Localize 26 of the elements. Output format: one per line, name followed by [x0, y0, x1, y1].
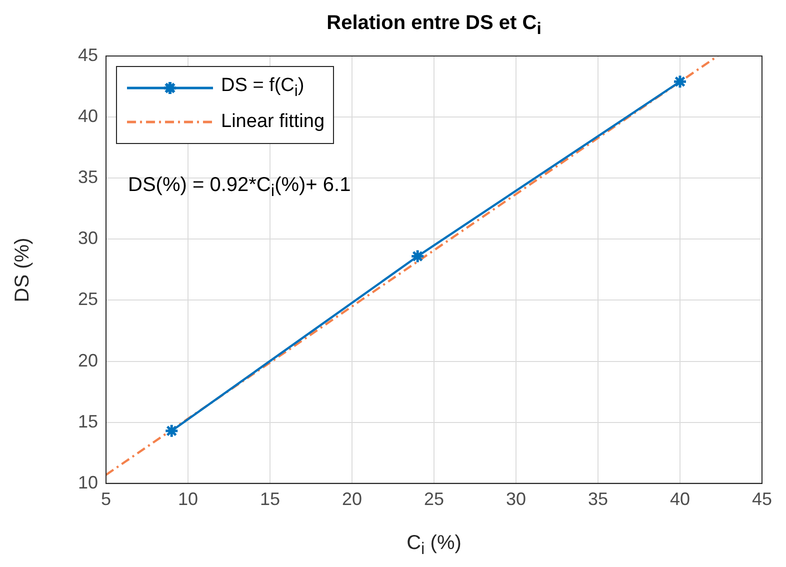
x-tick-label: 20 [342, 489, 362, 510]
x-tick-label: 30 [506, 489, 526, 510]
point [410, 249, 425, 264]
y-tick-label: 25 [78, 289, 98, 310]
legend-label: DS = f(C$_{i}$) [221, 75, 304, 101]
x-tick-label: 40 [670, 489, 690, 510]
point [164, 424, 179, 438]
y-tick-label: 40 [78, 106, 98, 126]
y-tick-label: 15 [78, 411, 98, 432]
y-axis-title: DS (%) [12, 237, 34, 302]
y-tick-label: 20 [78, 350, 98, 370]
x-tick-label: 35 [588, 489, 608, 510]
x-axis-title: C$_{i}$ (%) [406, 532, 462, 559]
y-tick-label: 30 [78, 228, 98, 248]
x-tick-label: 15 [260, 489, 280, 510]
legend-label: Linear fitting [221, 111, 325, 133]
annotation: DS(%) = 0.92*C$_{i}$(%)+ 6.1 [128, 174, 351, 201]
point [672, 74, 688, 89]
chart-title: Relation entre DS et C$_{i}$ [326, 12, 542, 39]
y-tick-label: 35 [78, 167, 98, 188]
x-tick-label: 45 [752, 489, 772, 510]
x-tick-label: 10 [178, 489, 198, 510]
x-tick-label: 25 [424, 489, 444, 510]
y-tick-label: 45 [78, 44, 98, 65]
x-tick-label: 5 [101, 489, 112, 510]
y-tick-label: 10 [78, 472, 98, 492]
